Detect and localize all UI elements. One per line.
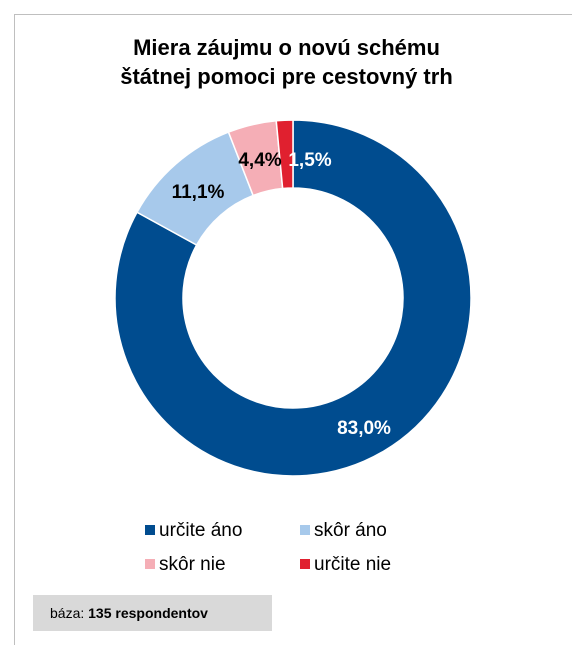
legend-swatch-urcite-nie xyxy=(300,559,310,569)
data-label-urcite-nie: 1,5% xyxy=(288,150,331,171)
legend-item-urcite-ano: určite áno xyxy=(145,520,242,542)
chart-title-line-1: Miera záujmu o novú schému xyxy=(133,35,440,60)
base-label: báza: xyxy=(50,605,85,621)
legend-item-skor-nie: skôr nie xyxy=(145,554,226,576)
legend-swatch-skor-ano xyxy=(300,525,310,535)
data-label-skor-nie: 4,4% xyxy=(238,150,281,171)
legend-swatch-urcite-ano xyxy=(145,525,155,535)
legend-label-skor-nie: skôr nie xyxy=(159,554,226,575)
slice-urcite-ano xyxy=(114,119,472,477)
data-label-urcite-ano: 83,0% xyxy=(337,418,391,439)
legend-swatch-skor-nie xyxy=(145,559,155,569)
base-note: báza: 135 respondentov xyxy=(33,595,272,631)
legend-item-urcite-nie: určite nie xyxy=(300,554,391,576)
legend-label-urcite-ano: určite áno xyxy=(159,520,243,541)
legend-label-skor-ano: skôr áno xyxy=(314,520,387,541)
data-label-skor-ano: 11,1% xyxy=(172,182,225,203)
base-value: 135 respondentov xyxy=(88,605,208,621)
chart-frame xyxy=(14,14,572,645)
legend-label-urcite-nie: určite nie xyxy=(314,554,392,575)
slice-urcite-nie xyxy=(275,119,294,190)
chart-title-line-2: štátnej pomoci pre cestovný trh xyxy=(120,64,453,89)
legend-item-skor-ano: skôr áno xyxy=(300,520,387,542)
